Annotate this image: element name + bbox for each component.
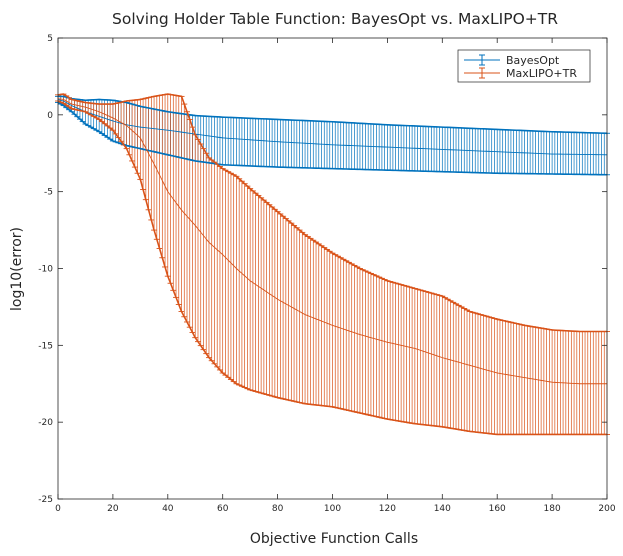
- y-tick-label: -25: [38, 495, 53, 505]
- y-tick-label: -20: [38, 418, 53, 428]
- series-0-upper-envelope: [58, 95, 608, 135]
- series-1-upper-envelope: [57, 93, 607, 333]
- x-tick-label: 0: [55, 504, 61, 514]
- x-axis-label: Objective Function Calls: [250, 531, 418, 547]
- x-tick-label: 20: [107, 504, 119, 514]
- legend-label: BayesOpt: [506, 54, 560, 67]
- axes: 0 20 40 60 80 100 120 140 160 180 200 5 0 -5 -10 -15 -20…: [38, 34, 616, 514]
- x-tick-label: 140: [434, 504, 451, 514]
- y-tick-label: 0: [47, 111, 53, 121]
- y-tick-label: 5: [47, 34, 53, 44]
- x-tick-label: 180: [544, 504, 561, 514]
- y-tick-label: -5: [44, 188, 53, 198]
- series-1-lower-envelope: [57, 100, 607, 436]
- legend-label: MaxLIPO+TR: [506, 67, 577, 80]
- y-tick-label: -15: [38, 341, 53, 351]
- series-0-lower-envelope: [57, 101, 608, 176]
- series-1-errorbars: [55, 93, 610, 435]
- line-layer: [57, 93, 608, 436]
- series-1-mean-line: [57, 98, 607, 385]
- chart-title: Solving Holder Table Function: BayesOpt …: [112, 10, 558, 28]
- x-tick-label: 60: [217, 504, 229, 514]
- x-tick-label: 200: [598, 504, 615, 514]
- legend-item-0: BayesOpt: [464, 54, 560, 67]
- x-tick-label: 100: [324, 504, 341, 514]
- x-tick-label: 80: [272, 504, 284, 514]
- series-0-mean-line: [57, 99, 608, 156]
- y-axis-label: log10(error): [9, 227, 25, 311]
- y-tick-label: -10: [38, 265, 53, 275]
- legend-item-1: MaxLIPO+TR: [464, 67, 577, 80]
- x-tick-label: 40: [162, 504, 174, 514]
- x-tick-label: 160: [489, 504, 506, 514]
- x-tick-label: 120: [379, 504, 396, 514]
